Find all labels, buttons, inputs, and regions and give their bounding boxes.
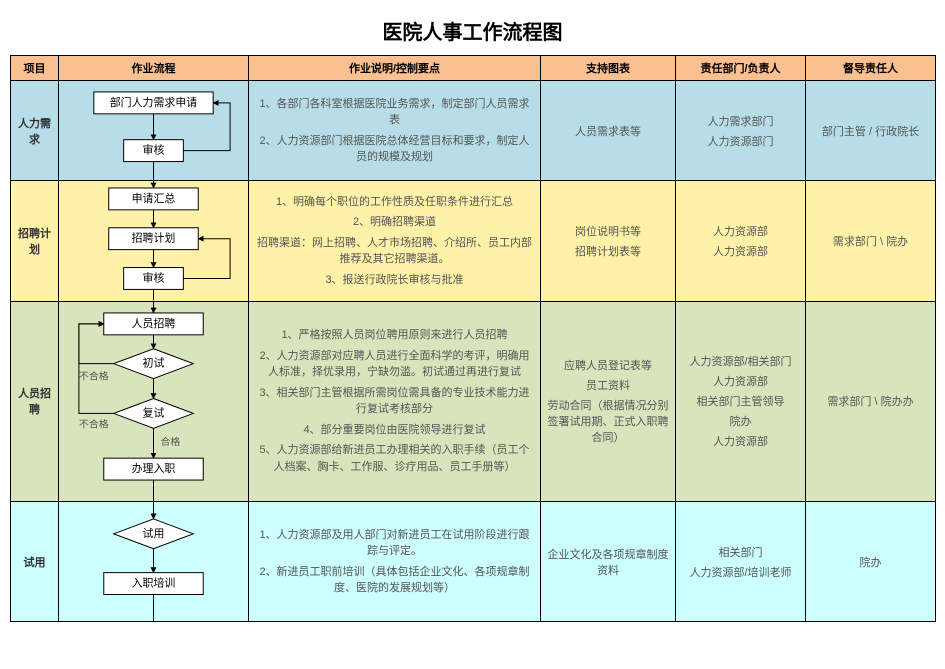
- cell-flow: 申请汇总招聘计划审核: [59, 181, 249, 301]
- support-line: 劳动合同（根据情况分别签署试用期、正式入职聘合同）: [547, 397, 669, 445]
- cell-project: 招聘计划: [11, 181, 59, 301]
- table-header-row: 项目 作业流程 作业说明/控制要点 支持图表 责任部门/负责人 督导责任人: [11, 56, 936, 81]
- cell-desc: 1、各部门各科室根据医院业务需求，制定部门人员需求表 2、人力资源部门根据医院总体…: [249, 81, 541, 181]
- col-resp: 责任部门/负责人: [676, 56, 806, 81]
- table-row: 招聘计划申请汇总招聘计划审核1、明确每个职位的工作性质及任职条件进行汇总2、明确…: [11, 181, 936, 301]
- table-row: 试用试用入职培训1、人力资源部及用人部门对新进员工在试用阶段进行跟踪与评定。2、…: [11, 501, 936, 621]
- cell-project: 人力需求: [11, 81, 59, 181]
- support-line: 员工资料: [547, 377, 669, 393]
- support-line: 招聘计划表等: [547, 243, 669, 259]
- flow-table: 项目 作业流程 作业说明/控制要点 支持图表 责任部门/负责人 督导责任人 人力…: [10, 55, 936, 622]
- desc-line: 2、人力资源部门根据医院总体经营目标和要求，制定人员的规模及规划: [255, 133, 534, 166]
- col-project: 项目: [11, 56, 59, 81]
- flow-svg: 合格不合格不合格人员招聘初试复试办理入职: [59, 302, 248, 501]
- table-row: 人力需求部门人力需求申请审核1、各部门各科室根据医院业务需求，制定部门人员需求表…: [11, 81, 936, 181]
- cell-supervisor: 需求部门 \ 院办: [806, 181, 936, 301]
- cell-desc: 1、严格按照人员岗位聘用原则来进行人员招聘 2、人力资源部对应聘人员进行全面科学的…: [249, 301, 541, 501]
- resp-line: 人力资源部: [682, 373, 799, 389]
- cell-support: 企业文化及各项规章制度资料: [541, 501, 676, 621]
- desc-line: 2、明确招聘渠道: [255, 214, 534, 231]
- desc-line: 2、人力资源部对应聘人员进行全面科学的考评，明确用人标准，择优录用，宁缺勿滥。初…: [255, 348, 534, 381]
- resp-line: 相关部门主管领导: [682, 393, 799, 409]
- desc-line: 1、明确每个职位的工作性质及任职条件进行汇总: [255, 194, 534, 211]
- col-support: 支持图表: [541, 56, 676, 81]
- svg-text:初试: 初试: [143, 356, 165, 370]
- resp-line: 人力资源部: [682, 243, 799, 259]
- cell-support: 人员需求表等: [541, 81, 676, 181]
- col-desc: 作业说明/控制要点: [249, 56, 541, 81]
- flow-svg: 试用入职培训: [59, 502, 248, 621]
- desc-line: 3、相关部门主管根据所需岗位需具备的专业技术能力进行复试考核部分: [255, 385, 534, 418]
- svg-text:申请汇总: 申请汇总: [132, 191, 176, 205]
- cell-supervisor: 需求部门 \ 院办办: [806, 301, 936, 501]
- cell-flow: 试用入职培训: [59, 501, 249, 621]
- svg-text:办理入职: 办理入职: [132, 462, 176, 475]
- desc-line: 1、各部门各科室根据医院业务需求，制定部门人员需求表: [255, 96, 534, 129]
- resp-line: 相关部门: [682, 544, 799, 560]
- col-flow: 作业流程: [59, 56, 249, 81]
- svg-text:复试: 复试: [143, 405, 165, 419]
- cell-responsible: 人力需求部门人力资源部门: [676, 81, 806, 181]
- desc-line: 1、人力资源部及用人部门对新进员工在试用阶段进行跟踪与评定。: [255, 527, 534, 560]
- table-row: 人员招聘合格不合格不合格人员招聘初试复试办理入职1、严格按照人员岗位聘用原则来进…: [11, 301, 936, 501]
- resp-line: 人力资源部: [682, 433, 799, 449]
- svg-text:人员招聘: 人员招聘: [132, 316, 176, 330]
- cell-support: 岗位说明书等招聘计划表等: [541, 181, 676, 301]
- resp-line: 人力需求部门: [682, 113, 799, 129]
- desc-line: 2、新进员工职前培训（具体包括企业文化、各项规章制度、医院的发展规划等）: [255, 564, 534, 597]
- cell-responsible: 人力资源部/相关部门人力资源部相关部门主管领导院办人力资源部: [676, 301, 806, 501]
- cell-supervisor: 院办: [806, 501, 936, 621]
- desc-line: 1、严格按照人员岗位聘用原则来进行人员招聘: [255, 327, 534, 344]
- desc-line: 5、人力资源部给新进员工办理相关的入职手续（员工个人档案、胸卡、工作服、诊疗用品…: [255, 442, 534, 475]
- resp-line: 人力资源部/培训老师: [682, 564, 799, 580]
- flow-svg: 申请汇总招聘计划审核: [59, 181, 248, 300]
- desc-line: 招聘渠道：网上招聘、人才市场招聘、介绍所、员工内部推荐及其它招聘渠道。: [255, 235, 534, 268]
- support-line: 应聘人员登记表等: [547, 357, 669, 373]
- flow-svg: 部门人力需求申请审核: [59, 81, 248, 180]
- svg-text:入职培训: 入职培训: [132, 575, 176, 589]
- cell-supervisor: 部门主管 / 行政院长: [806, 81, 936, 181]
- cell-flow: 合格不合格不合格人员招聘初试复试办理入职: [59, 301, 249, 501]
- cell-flow: 部门人力需求申请审核: [59, 81, 249, 181]
- support-line: 人员需求表等: [547, 123, 669, 139]
- svg-text:部门人力需求申请: 部门人力需求申请: [110, 95, 198, 109]
- svg-text:合格: 合格: [160, 435, 180, 448]
- cell-responsible: 人力资源部人力资源部: [676, 181, 806, 301]
- resp-line: 人力资源部/相关部门: [682, 353, 799, 369]
- cell-project: 人员招聘: [11, 301, 59, 501]
- cell-support: 应聘人员登记表等员工资料劳动合同（根据情况分别签署试用期、正式入职聘合同）: [541, 301, 676, 501]
- cell-desc: 1、明确每个职位的工作性质及任职条件进行汇总 2、明确招聘渠道招聘渠道：网上招聘、…: [249, 181, 541, 301]
- cell-responsible: 相关部门人力资源部/培训老师: [676, 501, 806, 621]
- support-line: 企业文化及各项规章制度资料: [547, 546, 669, 578]
- resp-line: 人力资源部门: [682, 133, 799, 149]
- desc-line: 4、部分重要岗位由医院领导进行复试: [255, 422, 534, 439]
- resp-line: 院办: [682, 413, 799, 429]
- support-line: 岗位说明书等: [547, 223, 669, 239]
- svg-text:招聘计划: 招聘计划: [132, 231, 176, 245]
- cell-desc: 1、人力资源部及用人部门对新进员工在试用阶段进行跟踪与评定。 2、新进员工职前培训…: [249, 501, 541, 621]
- col-supervisor: 督导责任人: [806, 56, 936, 81]
- resp-line: 人力资源部: [682, 223, 799, 239]
- svg-text:试用: 试用: [143, 527, 165, 540]
- svg-text:不合格: 不合格: [79, 417, 109, 430]
- svg-text:审核: 审核: [143, 271, 165, 285]
- svg-text:不合格: 不合格: [79, 369, 109, 382]
- cell-project: 试用: [11, 501, 59, 621]
- svg-text:审核: 审核: [143, 143, 165, 157]
- page-title: 医院人事工作流程图: [10, 16, 935, 45]
- desc-line: 3、报送行政院长审核与批准: [255, 272, 534, 289]
